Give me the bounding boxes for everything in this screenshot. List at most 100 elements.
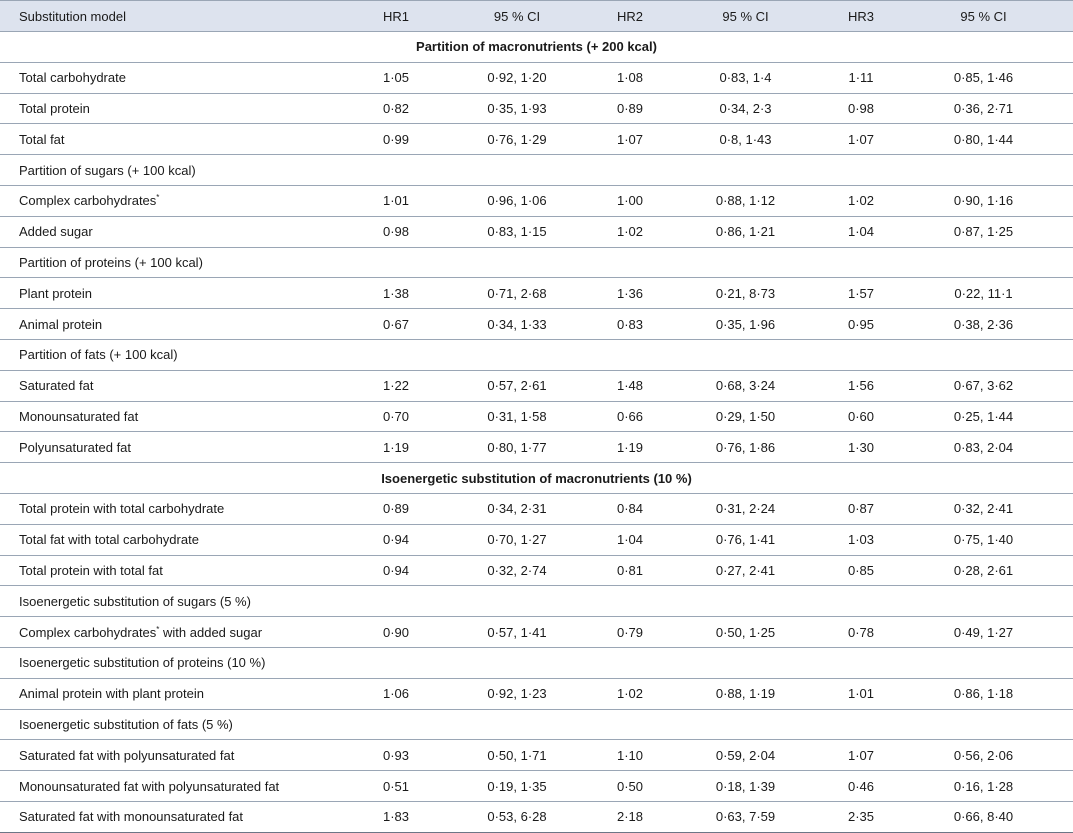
ci2-cell: 0·21, 8·73 bbox=[715, 285, 776, 301]
subheading-row: Partition of sugars (+ 100 kcal) bbox=[0, 155, 1073, 186]
table-row: Saturated fat with polyunsaturated fat 0·… bbox=[0, 740, 1073, 772]
ci1-cell: 0·50, 1·71 bbox=[487, 747, 547, 763]
ci1-cell: 0·32, 2·74 bbox=[487, 562, 547, 578]
ci2-cell: 0·68, 3·24 bbox=[715, 378, 776, 394]
row-label-cell: Plant protein bbox=[0, 286, 355, 301]
row-label: Total fat with total carbohydrate bbox=[19, 532, 199, 548]
row-label-cell: Total protein bbox=[0, 101, 355, 116]
ci3-cell: 0·85, 1·46 bbox=[953, 70, 1014, 86]
footnote-marker: * bbox=[156, 193, 160, 203]
hr1-cell: 0·82 bbox=[382, 100, 410, 116]
header-ci2: 95 % CI bbox=[722, 8, 769, 24]
row-label: Total carbohydrate bbox=[19, 70, 126, 86]
hr2-cell: 1·00 bbox=[616, 193, 644, 209]
row-label-cell: Animal protein bbox=[0, 317, 355, 332]
row-label-cell: Animal protein with plant protein bbox=[0, 686, 355, 701]
subheading-label: Isoenergetic substitution of sugars (5 %… bbox=[19, 593, 251, 609]
ci2-cell: 0·31, 2·24 bbox=[715, 501, 776, 517]
hr1-cell: 1·19 bbox=[382, 439, 410, 455]
ci2-cell: 0·83, 1·4 bbox=[719, 70, 772, 86]
ci2-cell: 0·76, 1·41 bbox=[715, 532, 776, 548]
ci2-cell: 0·59, 2·04 bbox=[715, 747, 776, 763]
hr3-cell: 0·60 bbox=[847, 408, 875, 424]
ci2-cell: 0·34, 2·3 bbox=[719, 100, 772, 116]
hr1-cell: 0·94 bbox=[382, 562, 410, 578]
hr2-cell: 0·81 bbox=[616, 562, 644, 578]
hr2-cell: 0·89 bbox=[616, 100, 644, 116]
hr2-cell: 1·36 bbox=[616, 285, 644, 301]
ci3-cell: 0·90, 1·16 bbox=[953, 193, 1014, 209]
table-row: Monounsaturated fat with polyunsaturated… bbox=[0, 771, 1073, 802]
row-label-cell: Added sugar bbox=[0, 224, 355, 239]
section-heading-row: Partition of macronutrients (+ 200 kcal) bbox=[0, 32, 1073, 63]
section-heading-row: Isoenergetic substitution of macronutrie… bbox=[0, 463, 1073, 494]
ci3-cell: 0·25, 1·44 bbox=[953, 408, 1014, 424]
hr3-cell: 0·85 bbox=[847, 562, 875, 578]
row-label-cell: Polyunsaturated fat bbox=[0, 440, 355, 455]
table-row: Saturated fat 1·22 0·57, 2·61 1·48 0·68, 3·2… bbox=[0, 371, 1073, 402]
subheading-row: Isoenergetic substitution of proteins (1… bbox=[0, 647, 1073, 679]
subheading-label: Isoenergetic substitution of fats (5 %) bbox=[19, 716, 233, 732]
row-label: Complex carbohydrates bbox=[19, 624, 157, 640]
hr3-cell: 0·78 bbox=[847, 624, 875, 640]
row-label: Saturated fat bbox=[19, 378, 94, 394]
ci1-cell: 0·71, 2·68 bbox=[487, 285, 547, 301]
row-label-cell: Total fat bbox=[0, 132, 355, 147]
subheading-row: Isoenergetic substitution of fats (5 %) bbox=[0, 709, 1073, 741]
row-label-cell: Saturated fat with polyunsaturated fat bbox=[0, 748, 355, 763]
ci1-cell: 0·34, 1·33 bbox=[487, 316, 547, 332]
hr3-cell: 1·56 bbox=[847, 378, 875, 394]
hr2-cell: 1·02 bbox=[616, 224, 644, 240]
row-label: Saturated fat with polyunsaturated fat bbox=[19, 747, 235, 763]
hr2-cell: 1·02 bbox=[616, 686, 644, 702]
row-label-cell: Complex carbohydrates* with added sugar bbox=[0, 625, 355, 640]
ci2-cell: 0·88, 1·12 bbox=[715, 193, 776, 209]
ci3-cell: 0·28, 2·61 bbox=[953, 562, 1014, 578]
section-heading: Partition of macronutrients (+ 200 kcal) bbox=[416, 39, 657, 55]
ci3-cell: 0·83, 2·04 bbox=[953, 439, 1014, 455]
ci3-cell: 0·80, 1·44 bbox=[953, 131, 1014, 147]
hr3-cell: 1·04 bbox=[847, 224, 875, 240]
hr2-cell: 0·66 bbox=[616, 408, 644, 424]
ci3-cell: 0·67, 3·62 bbox=[953, 378, 1014, 394]
subheading-label: Partition of fats (+ 100 kcal) bbox=[19, 347, 178, 363]
hr2-cell: 2·18 bbox=[616, 809, 644, 825]
row-label-cell: Saturated fat with monounsaturated fat bbox=[0, 809, 355, 824]
ci2-cell: 0·63, 7·59 bbox=[715, 809, 776, 825]
hr3-cell: 2·35 bbox=[847, 809, 875, 825]
ci3-cell: 0·22, 11·1 bbox=[954, 285, 1013, 301]
header-hr1: HR1 bbox=[382, 8, 409, 24]
subheading-label: Partition of sugars (+ 100 kcal) bbox=[19, 162, 196, 178]
hr3-cell: 1·02 bbox=[847, 193, 875, 209]
hr2-cell: 0·50 bbox=[616, 778, 644, 794]
row-label: Animal protein with plant protein bbox=[19, 686, 204, 702]
ci2-cell: 0·76, 1·86 bbox=[715, 439, 776, 455]
table-row: Polyunsaturated fat 1·19 0·80, 1·77 1·19 0·7… bbox=[0, 432, 1073, 464]
subheading-label: Isoenergetic substitution of proteins (1… bbox=[19, 655, 266, 671]
table-row: Saturated fat with monounsaturated fat 1·… bbox=[0, 802, 1073, 833]
ci1-cell: 0·34, 2·31 bbox=[487, 501, 547, 517]
ci1-cell: 0·53, 6·28 bbox=[487, 809, 547, 825]
hr2-cell: 1·08 bbox=[616, 70, 644, 86]
hr1-cell: 1·06 bbox=[382, 686, 410, 702]
ci1-cell: 0·70, 1·27 bbox=[487, 532, 547, 548]
row-label: Total protein with total fat bbox=[19, 562, 163, 578]
ci2-cell: 0·18, 1·39 bbox=[715, 778, 776, 794]
row-label: Saturated fat with monounsaturated fat bbox=[19, 809, 244, 825]
ci1-cell: 0·57, 2·61 bbox=[487, 378, 547, 394]
hr1-cell: 0·67 bbox=[382, 316, 410, 332]
section-heading: Isoenergetic substitution of macronutrie… bbox=[381, 470, 692, 486]
ci2-cell: 0·29, 1·50 bbox=[715, 408, 776, 424]
hr3-cell: 1·07 bbox=[847, 747, 875, 763]
row-label: Polyunsaturated fat bbox=[19, 439, 132, 455]
ci1-cell: 0·57, 1·41 bbox=[487, 624, 547, 640]
hr3-cell: 1·03 bbox=[847, 532, 875, 548]
table-row: Monounsaturated fat 0·70 0·31, 1·58 0·66 0·2… bbox=[0, 402, 1073, 433]
hr1-cell: 0·99 bbox=[382, 131, 410, 147]
hr1-cell: 1·05 bbox=[382, 70, 410, 86]
row-label: Monounsaturated fat with polyunsaturated… bbox=[19, 778, 280, 794]
row-label-cell: Complex carbohydrates* bbox=[0, 193, 355, 208]
table-row: Plant protein 1·38 0·71, 2·68 1·36 0·21, 8·7… bbox=[0, 278, 1073, 310]
row-label: Animal protein bbox=[19, 316, 103, 332]
